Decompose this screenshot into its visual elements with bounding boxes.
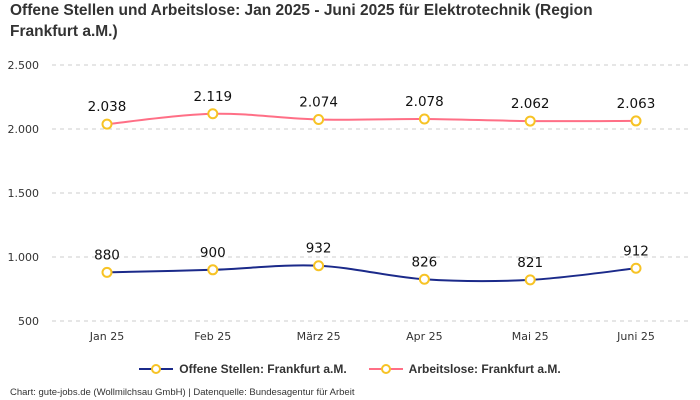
data-label: 912 [623, 243, 649, 259]
y-tick-label: 1.000 [8, 251, 40, 264]
legend: Offene Stellen: Frankfurt a.M. Arbeitslos… [0, 362, 700, 376]
data-label: 2.078 [405, 94, 444, 110]
data-point [418, 113, 430, 125]
data-label: 826 [412, 254, 438, 270]
data-label: 900 [200, 245, 226, 261]
data-point [101, 266, 113, 278]
legend-label: Arbeitslose: Frankfurt a.M. [408, 362, 561, 376]
data-point [418, 273, 430, 285]
footer-source: Chart: gute-jobs.de (Wollmilchsau GmbH) … [10, 387, 355, 398]
data-label: 2.062 [511, 96, 550, 112]
series-line [106, 264, 637, 283]
legend-item[interactable]: Offene Stellen: Frankfurt a.M. [139, 362, 347, 376]
data-point [524, 115, 536, 127]
data-point [207, 108, 219, 120]
y-tick-label: 2.500 [8, 59, 40, 72]
data-label: 821 [517, 255, 543, 271]
data-label: 2.063 [617, 96, 656, 112]
x-tick-label: Feb 25 [194, 330, 231, 343]
y-tick-label: 500 [18, 315, 39, 328]
data-point [207, 264, 219, 276]
legend-line-marker-icon [139, 364, 174, 374]
data-label: 880 [94, 247, 120, 263]
legend-label: Offene Stellen: Frankfurt a.M. [179, 362, 347, 376]
data-point [313, 114, 325, 126]
x-tick-label: Apr 25 [406, 330, 443, 343]
x-tick-label: März 25 [297, 330, 341, 343]
x-tick-label: Jan 25 [89, 330, 124, 343]
x-tick-label: Juni 25 [616, 330, 655, 343]
series-line [106, 112, 637, 126]
chart-title: Offene Stellen und Arbeitslose: Jan 2025… [10, 2, 593, 40]
x-tick-label: Mai 25 [512, 330, 549, 343]
y-tick-label: 1.500 [8, 187, 40, 200]
data-point [630, 262, 642, 274]
legend-item[interactable]: Arbeitslose: Frankfurt a.M. [368, 362, 561, 376]
data-point [524, 274, 536, 286]
data-label: 2.074 [299, 95, 338, 111]
data-label: 2.119 [193, 89, 232, 105]
data-point [313, 260, 325, 272]
data-point [101, 118, 113, 130]
data-point [630, 115, 642, 127]
data-label: 2.038 [88, 99, 127, 115]
data-label: 932 [306, 241, 332, 257]
legend-line-marker-icon [368, 364, 403, 374]
y-tick-label: 2.000 [8, 123, 40, 136]
